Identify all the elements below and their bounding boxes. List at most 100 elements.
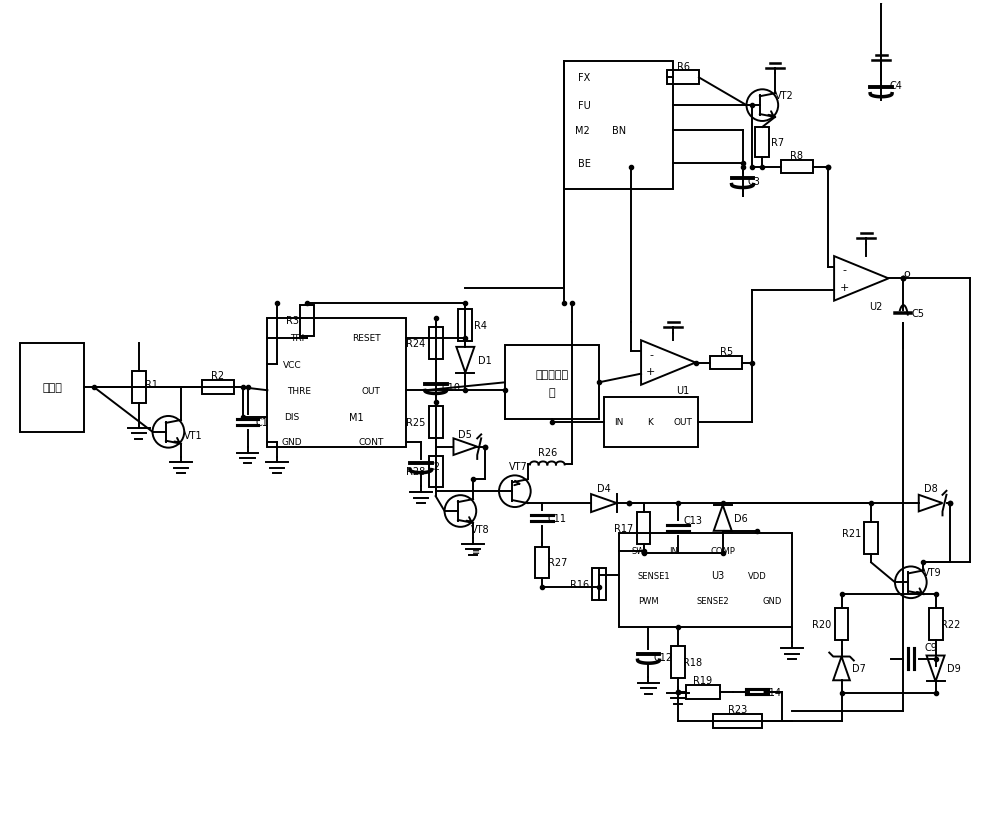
Text: R22: R22 xyxy=(941,619,960,629)
Text: D6: D6 xyxy=(734,514,747,523)
Text: R17: R17 xyxy=(614,523,633,533)
Bar xyxy=(929,609,943,640)
Text: IN: IN xyxy=(669,547,678,556)
Text: SW: SW xyxy=(632,547,645,556)
Text: R6: R6 xyxy=(677,61,690,71)
Text: C2: C2 xyxy=(427,462,440,472)
Text: OUT: OUT xyxy=(674,418,693,427)
Text: OUT: OUT xyxy=(362,386,381,395)
Text: +: + xyxy=(646,367,656,377)
Bar xyxy=(710,356,742,370)
Text: DIS: DIS xyxy=(284,413,300,422)
Text: -: - xyxy=(842,265,846,275)
Text: D7: D7 xyxy=(852,663,866,673)
Text: 传感器: 传感器 xyxy=(42,383,62,393)
Text: R1: R1 xyxy=(145,380,158,390)
Text: R28: R28 xyxy=(406,467,425,477)
Text: M2: M2 xyxy=(575,126,590,136)
Text: +: + xyxy=(839,283,849,293)
Text: D8: D8 xyxy=(924,484,937,494)
Text: 路: 路 xyxy=(549,388,555,398)
Text: R25: R25 xyxy=(406,418,426,428)
Bar xyxy=(202,381,234,394)
Text: R27: R27 xyxy=(548,557,567,568)
Text: R7: R7 xyxy=(771,137,784,147)
Bar xyxy=(637,513,650,544)
Text: C1: C1 xyxy=(256,418,269,428)
Text: R23: R23 xyxy=(728,705,747,715)
Bar xyxy=(619,533,792,628)
Text: VT1: VT1 xyxy=(184,430,202,440)
Text: TRI: TRI xyxy=(290,334,304,343)
Bar xyxy=(667,71,699,85)
Text: COMP: COMP xyxy=(710,547,735,556)
Bar xyxy=(267,318,406,447)
Bar xyxy=(686,685,720,699)
Text: C3: C3 xyxy=(748,177,761,187)
Bar xyxy=(781,160,813,174)
Text: C11: C11 xyxy=(548,514,567,523)
Text: U3: U3 xyxy=(711,571,724,581)
Text: RESET: RESET xyxy=(352,334,381,343)
Text: SENSE1: SENSE1 xyxy=(637,571,670,581)
Bar xyxy=(755,127,769,157)
Text: D5: D5 xyxy=(458,429,472,439)
Text: C9: C9 xyxy=(924,642,937,652)
Text: R5: R5 xyxy=(720,347,733,356)
Text: C12: C12 xyxy=(654,653,673,662)
Bar xyxy=(564,61,673,190)
Bar xyxy=(429,407,443,438)
Text: K: K xyxy=(648,418,653,427)
Bar xyxy=(505,346,599,420)
Text: GND: GND xyxy=(282,437,302,447)
Text: CONT: CONT xyxy=(359,437,384,447)
Text: C4: C4 xyxy=(890,81,902,91)
Text: D9: D9 xyxy=(947,663,960,673)
Text: R2: R2 xyxy=(211,371,224,381)
Text: C13: C13 xyxy=(684,515,703,525)
Text: BN: BN xyxy=(612,126,626,136)
Text: R26: R26 xyxy=(538,447,557,457)
Text: VCC: VCC xyxy=(283,361,301,370)
Bar xyxy=(429,456,443,488)
Bar xyxy=(300,305,314,337)
Bar xyxy=(864,523,878,554)
Text: R4: R4 xyxy=(474,321,487,331)
Bar xyxy=(835,609,848,640)
Text: BE: BE xyxy=(578,158,591,169)
Text: FU: FU xyxy=(578,101,591,111)
Text: R3: R3 xyxy=(286,316,299,326)
Bar xyxy=(132,372,146,404)
Text: R21: R21 xyxy=(842,528,861,538)
Bar xyxy=(604,398,698,447)
Text: U1: U1 xyxy=(677,385,690,396)
Bar xyxy=(713,715,762,729)
Text: IN: IN xyxy=(614,418,623,427)
Text: R16: R16 xyxy=(570,579,589,589)
Text: -: - xyxy=(649,349,653,359)
Text: R24: R24 xyxy=(406,338,425,348)
Text: VT9: VT9 xyxy=(923,567,942,578)
Bar xyxy=(20,343,84,433)
Text: 线性驱动电: 线性驱动电 xyxy=(535,370,569,380)
Bar xyxy=(429,327,443,359)
Text: M1: M1 xyxy=(349,413,364,423)
Text: R19: R19 xyxy=(693,675,712,685)
Text: SENSE2: SENSE2 xyxy=(697,596,729,605)
Text: VT8: VT8 xyxy=(471,524,490,534)
Text: C14: C14 xyxy=(763,687,782,697)
Bar xyxy=(458,310,472,342)
Text: R18: R18 xyxy=(683,657,703,667)
Text: U2: U2 xyxy=(869,302,883,312)
Text: R8: R8 xyxy=(790,151,803,160)
Text: VT7: VT7 xyxy=(508,462,527,472)
Text: R20: R20 xyxy=(812,619,831,629)
Bar xyxy=(535,547,549,579)
Text: VDD: VDD xyxy=(748,571,767,581)
Text: D4: D4 xyxy=(597,484,611,494)
Text: ≡: ≡ xyxy=(472,546,480,556)
Text: D1: D1 xyxy=(478,356,492,366)
Text: C10: C10 xyxy=(441,383,460,393)
Text: o: o xyxy=(903,269,910,279)
Text: VT2: VT2 xyxy=(775,91,793,101)
